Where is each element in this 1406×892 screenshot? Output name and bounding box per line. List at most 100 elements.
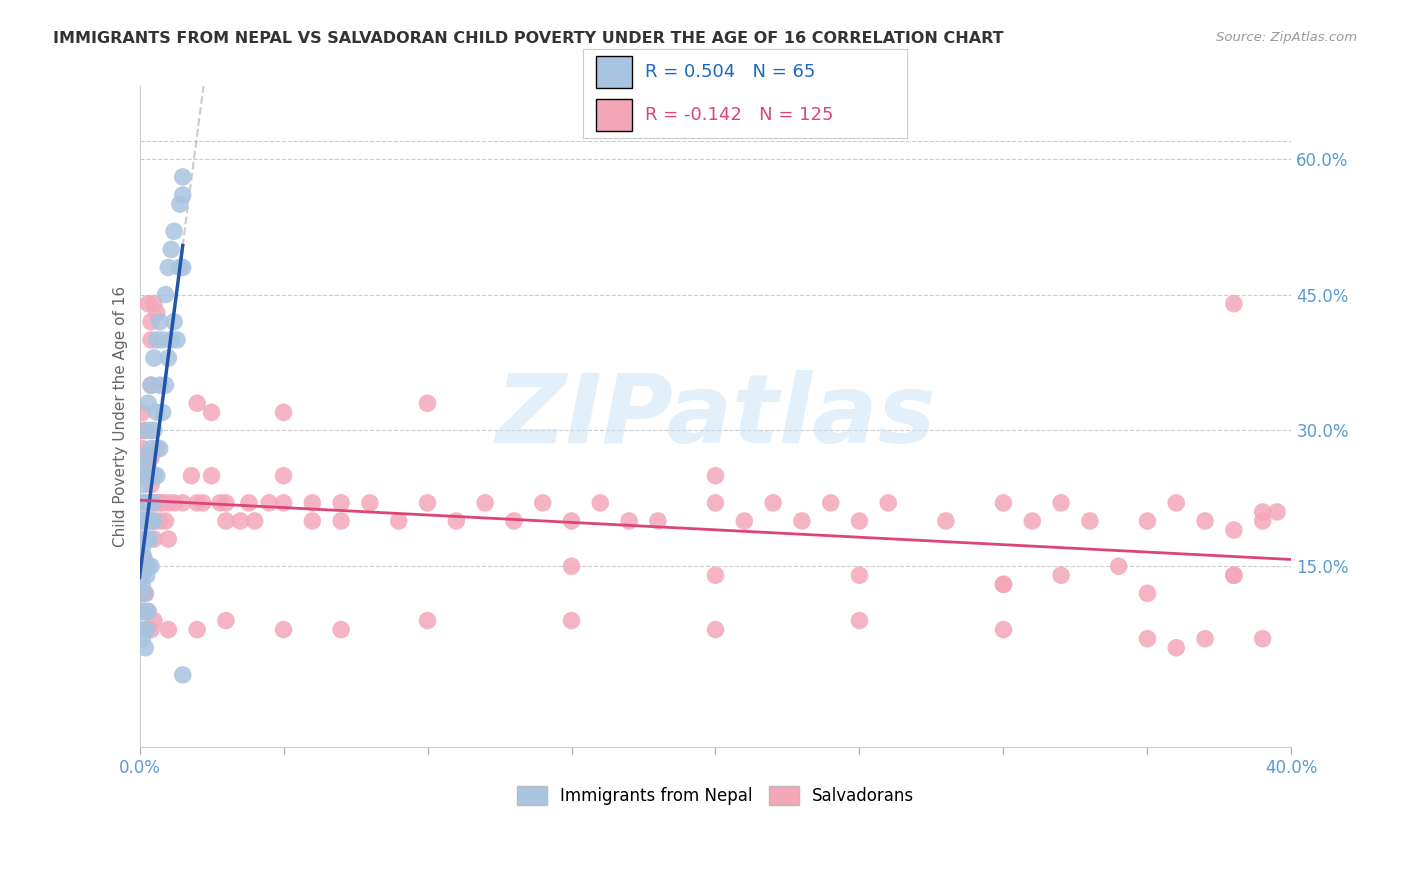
Point bbox=[149, 442, 172, 456]
Point bbox=[142, 468, 165, 483]
Point bbox=[131, 605, 153, 619]
Text: R = -0.142   N = 125: R = -0.142 N = 125 bbox=[645, 106, 834, 124]
Point bbox=[141, 496, 163, 510]
Point bbox=[186, 496, 208, 510]
Point bbox=[172, 169, 194, 184]
Point bbox=[1223, 568, 1246, 582]
Point bbox=[848, 614, 870, 628]
Point bbox=[172, 496, 194, 510]
Point bbox=[134, 559, 156, 574]
Point bbox=[273, 405, 295, 419]
Point bbox=[134, 559, 156, 574]
Point bbox=[134, 640, 156, 655]
Point bbox=[157, 532, 180, 546]
Point bbox=[135, 496, 157, 510]
Point bbox=[993, 577, 1015, 591]
Point bbox=[134, 586, 156, 600]
Point bbox=[820, 496, 842, 510]
Point bbox=[848, 514, 870, 528]
Point bbox=[146, 306, 169, 320]
Point bbox=[257, 496, 280, 510]
Point bbox=[790, 514, 813, 528]
Point bbox=[132, 550, 155, 565]
Point bbox=[1223, 296, 1246, 310]
Point bbox=[1223, 523, 1246, 537]
Point bbox=[416, 614, 439, 628]
Point bbox=[993, 496, 1015, 510]
Point bbox=[704, 496, 727, 510]
Point bbox=[131, 632, 153, 646]
Point bbox=[1050, 496, 1073, 510]
Point bbox=[330, 496, 353, 510]
Point bbox=[134, 605, 156, 619]
Point bbox=[1251, 514, 1274, 528]
Point bbox=[146, 333, 169, 347]
Point bbox=[186, 623, 208, 637]
Point bbox=[139, 514, 162, 528]
Point bbox=[169, 260, 191, 275]
Point bbox=[848, 568, 870, 582]
Point bbox=[166, 333, 188, 347]
Point bbox=[704, 568, 727, 582]
Point bbox=[135, 532, 157, 546]
Point bbox=[446, 514, 468, 528]
Point bbox=[134, 605, 156, 619]
Point bbox=[169, 197, 191, 211]
Point bbox=[142, 496, 165, 510]
Point bbox=[1194, 514, 1216, 528]
Point bbox=[131, 514, 153, 528]
Point bbox=[149, 496, 172, 510]
Point bbox=[589, 496, 612, 510]
Point bbox=[157, 496, 180, 510]
Point bbox=[136, 605, 159, 619]
Point bbox=[136, 559, 159, 574]
Point bbox=[134, 532, 156, 546]
Point bbox=[132, 623, 155, 637]
Point bbox=[131, 468, 153, 483]
Point bbox=[139, 623, 162, 637]
Point bbox=[1050, 568, 1073, 582]
Point bbox=[131, 405, 153, 419]
Point bbox=[135, 568, 157, 582]
Point bbox=[647, 514, 669, 528]
Point bbox=[149, 315, 172, 329]
Point bbox=[131, 514, 153, 528]
Point bbox=[416, 396, 439, 410]
Point bbox=[215, 614, 238, 628]
Point bbox=[131, 442, 153, 456]
Point bbox=[191, 496, 214, 510]
Point bbox=[139, 378, 162, 392]
Point bbox=[1251, 505, 1274, 519]
Point bbox=[1136, 586, 1159, 600]
Point bbox=[139, 378, 162, 392]
Point bbox=[163, 315, 186, 329]
Point bbox=[139, 450, 162, 465]
Point bbox=[135, 623, 157, 637]
Point bbox=[157, 351, 180, 365]
Point bbox=[172, 188, 194, 202]
Point bbox=[215, 514, 238, 528]
Point bbox=[134, 514, 156, 528]
Point bbox=[134, 459, 156, 474]
Point bbox=[149, 514, 172, 528]
Point bbox=[131, 496, 153, 510]
Text: ZIPatlas: ZIPatlas bbox=[495, 370, 936, 463]
Point bbox=[131, 532, 153, 546]
Point bbox=[935, 514, 957, 528]
Point bbox=[142, 514, 165, 528]
Point bbox=[474, 496, 496, 510]
Point bbox=[152, 405, 174, 419]
Point bbox=[146, 496, 169, 510]
Point bbox=[142, 424, 165, 438]
Point bbox=[617, 514, 640, 528]
Point bbox=[138, 468, 160, 483]
Point bbox=[160, 243, 183, 257]
Point bbox=[704, 468, 727, 483]
Point bbox=[200, 468, 222, 483]
Point bbox=[134, 424, 156, 438]
Point bbox=[132, 450, 155, 465]
Point bbox=[993, 577, 1015, 591]
Point bbox=[180, 468, 202, 483]
Point bbox=[560, 614, 582, 628]
Point bbox=[1166, 640, 1188, 655]
